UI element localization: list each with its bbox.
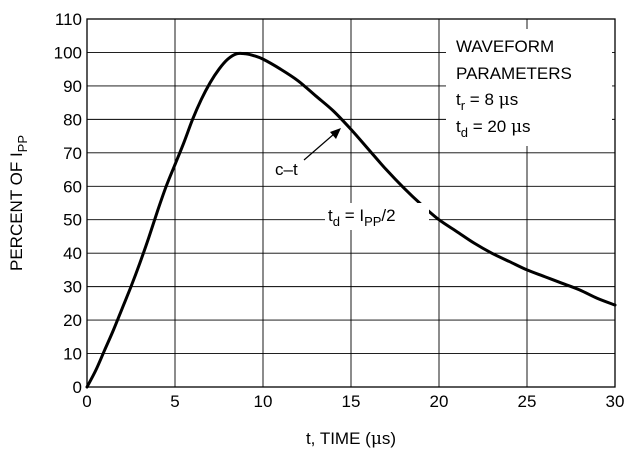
half-peak-d: d bbox=[333, 214, 340, 229]
ct-arrow-line bbox=[303, 133, 335, 161]
x-axis-title-end: s) bbox=[382, 429, 396, 448]
x-tick-label-5: 5 bbox=[170, 392, 179, 411]
x-tick-label-30: 30 bbox=[606, 392, 624, 411]
y-tick-label-20: 20 bbox=[63, 311, 82, 330]
annotation-waveform: WAVEFORM bbox=[456, 37, 554, 56]
decay-time-t: t bbox=[456, 117, 461, 136]
rise-time-mu: μ bbox=[499, 90, 510, 110]
y-axis-title-main: PERCENT OF I bbox=[7, 152, 26, 271]
annotation-half-peak: td = IPP/2 bbox=[328, 206, 396, 229]
annotation-decay-time: td = 20 μs bbox=[456, 117, 531, 140]
y-axis-title: PERCENT OF IPP bbox=[7, 135, 30, 271]
y-tick-label-90: 90 bbox=[63, 77, 82, 96]
y-tick-label-10: 10 bbox=[63, 345, 82, 364]
annotation-ct-label: c–t bbox=[275, 160, 298, 179]
rise-time-subscript: r bbox=[461, 98, 466, 113]
x-tick-label-0: 0 bbox=[82, 392, 91, 411]
rise-time-value: = 8 bbox=[465, 90, 499, 109]
half-peak-div: /2 bbox=[381, 206, 395, 225]
plot-frame bbox=[86, 18, 616, 388]
rise-time-t: t bbox=[456, 90, 461, 109]
y-tick-label-70: 70 bbox=[63, 144, 82, 163]
y-axis-title-subscript: PP bbox=[15, 135, 30, 152]
decay-time-subscript: d bbox=[461, 125, 468, 140]
y-tick-label-50: 50 bbox=[63, 211, 82, 230]
data-line-current-waveform bbox=[85, 51, 617, 389]
rise-time-s: s bbox=[510, 90, 519, 109]
ct-label-background bbox=[270, 158, 310, 180]
y-tick-label-110: 110 bbox=[55, 10, 82, 29]
y-tick-label-80: 80 bbox=[63, 110, 82, 129]
x-tick-labels: 0 5 10 15 20 25 30 bbox=[82, 392, 624, 411]
parameters-box-background bbox=[446, 29, 612, 146]
x-tick-label-25: 25 bbox=[518, 392, 537, 411]
x-axis-title-start: t, TIME ( bbox=[306, 429, 371, 448]
y-tick-labels: 0 10 20 30 40 50 60 70 80 90 100 110 bbox=[54, 10, 82, 397]
x-axis-title: t, TIME (μs) bbox=[306, 429, 396, 449]
y-tick-label-30: 30 bbox=[63, 278, 82, 297]
x-tick-label-20: 20 bbox=[430, 392, 449, 411]
x-tick-label-10: 10 bbox=[254, 392, 273, 411]
x-tick-label-15: 15 bbox=[342, 392, 361, 411]
y-tick-label-40: 40 bbox=[63, 244, 82, 263]
annotation-rise-time: tr = 8 μs bbox=[456, 90, 518, 113]
y-tick-label-0: 0 bbox=[73, 378, 82, 397]
half-peak-t: t bbox=[328, 206, 333, 225]
ct-arrow-head bbox=[330, 128, 341, 139]
decay-time-value: = 20 bbox=[468, 117, 511, 136]
decay-time-s: s bbox=[522, 117, 531, 136]
y-tick-label-60: 60 bbox=[63, 177, 82, 196]
half-peak-pp: PP bbox=[364, 214, 381, 229]
half-peak-eq: = I bbox=[340, 206, 364, 225]
decay-time-mu: μ bbox=[511, 117, 522, 137]
half-label-background bbox=[325, 203, 429, 230]
x-axis-title-mu: μ bbox=[371, 429, 382, 449]
y-tick-label-100: 100 bbox=[54, 43, 82, 62]
annotation-parameters: PARAMETERS bbox=[456, 64, 572, 83]
